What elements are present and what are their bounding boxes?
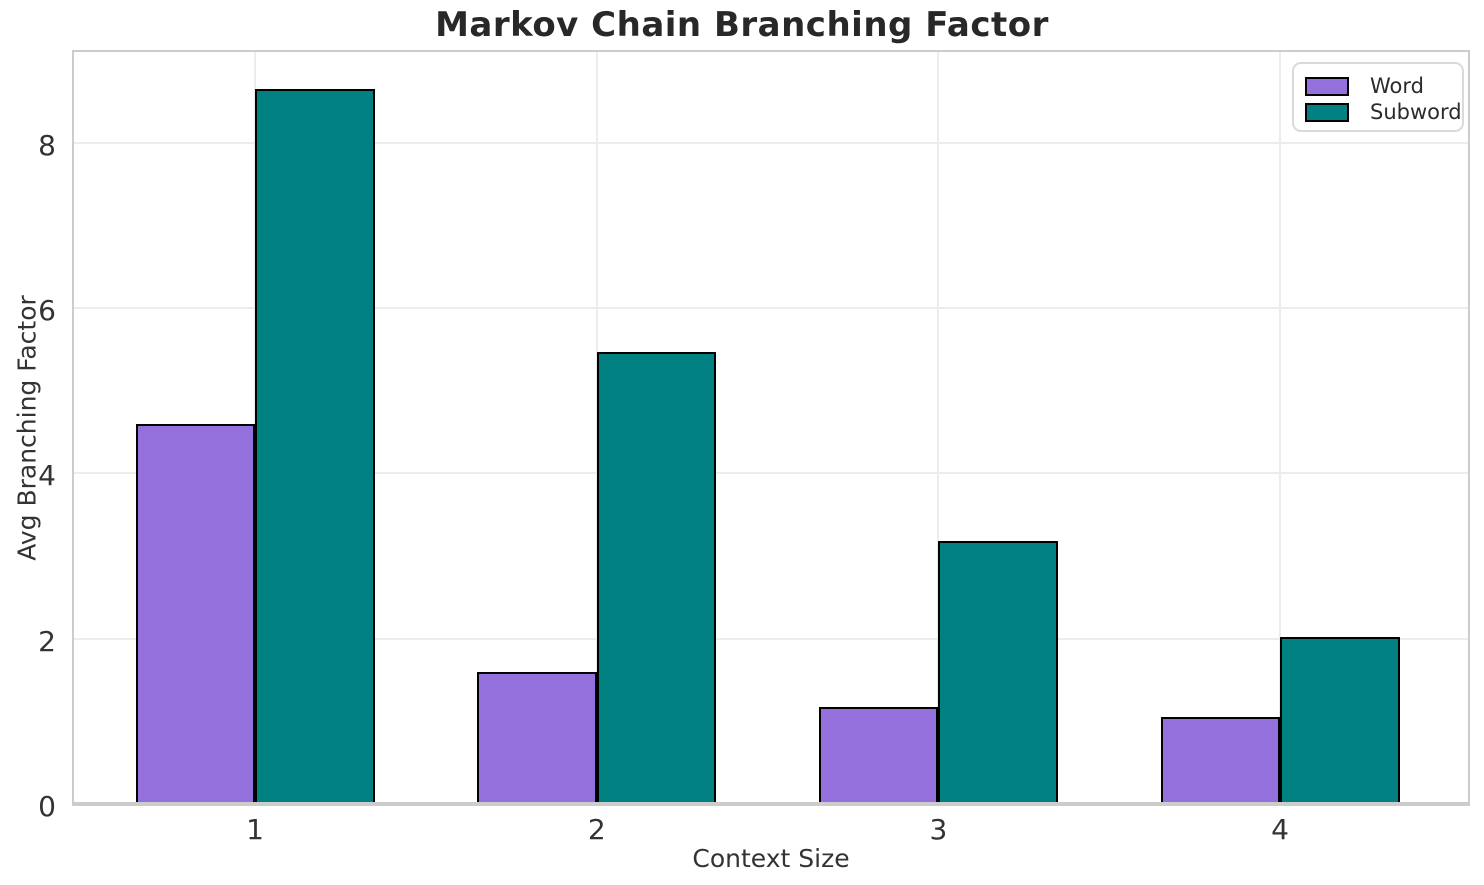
- bar-subword-context-2: [596, 351, 717, 804]
- y-gridline-8: [74, 141, 1468, 144]
- bar-subword-context-3: [938, 541, 1058, 804]
- plot-area: [72, 50, 1470, 806]
- x-axis-title: Context Size: [692, 844, 850, 873]
- x-gridline-3: [937, 52, 940, 804]
- legend-item-word: Word: [1305, 73, 1462, 99]
- y-tick-label-0: 0: [38, 790, 56, 823]
- x-tick-label-1: 1: [246, 813, 264, 846]
- y-gridline-6: [74, 307, 1468, 310]
- chart-title: Markov Chain Branching Factor: [435, 5, 1049, 45]
- x-tick-label-4: 4: [1271, 813, 1289, 846]
- y-tick-label-8: 8: [38, 128, 56, 162]
- y-gridline-4: [74, 472, 1468, 475]
- legend-swatch-subword: [1305, 102, 1349, 122]
- y-tick-label-6: 6: [38, 294, 56, 328]
- legend-label-word: Word: [1370, 73, 1424, 98]
- bar-word-context-2: [477, 671, 597, 804]
- x-axis-spine: [74, 802, 1468, 804]
- y-gridline-2: [74, 637, 1468, 640]
- x-gridline-4: [1279, 52, 1282, 804]
- bar-word-context-1: [135, 423, 256, 804]
- legend-swatch-word: [1305, 76, 1349, 96]
- bar-word-context-3: [818, 707, 939, 804]
- x-tick-label-3: 3: [929, 813, 948, 846]
- bar-subword-context-1: [255, 89, 375, 804]
- x-tick-label-2: 2: [587, 813, 606, 846]
- bar-word-context-4: [1160, 717, 1281, 804]
- y-axis-title: Avg Branching Factor: [12, 295, 42, 561]
- legend: Word Subword: [1292, 62, 1464, 132]
- bar-subword-context-4: [1280, 637, 1400, 804]
- legend-item-subword: Subword: [1305, 99, 1462, 125]
- legend-label-subword: Subword: [1370, 99, 1462, 124]
- y-tick-label-4: 4: [38, 459, 56, 493]
- y-tick-label-2: 2: [38, 624, 56, 658]
